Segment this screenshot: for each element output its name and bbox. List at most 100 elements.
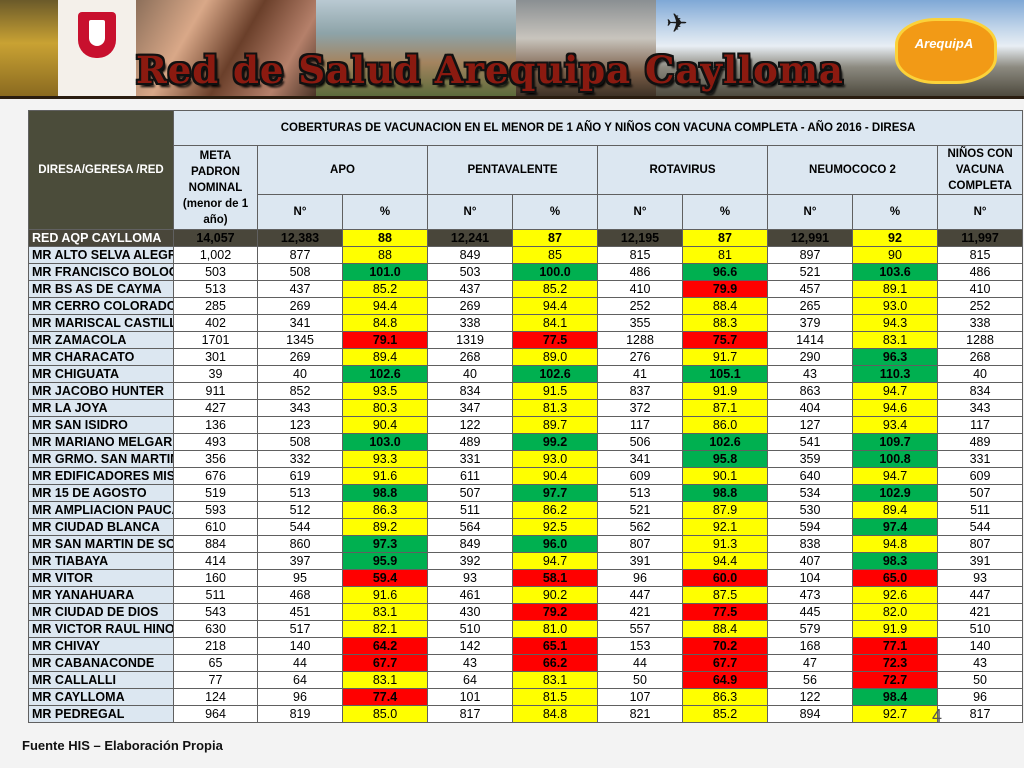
table-cell: 503	[427, 263, 513, 281]
table-cell: 512	[257, 501, 343, 519]
table-cell: 102.6	[342, 365, 428, 383]
table-cell: 88	[342, 229, 428, 247]
table-cell: 594	[767, 518, 853, 536]
source-footer: Fuente HIS – Elaboración Propia	[22, 738, 223, 753]
table-cell: 562	[597, 518, 683, 536]
table-cell: 89.0	[512, 348, 598, 366]
table-cell: 468	[257, 586, 343, 604]
table-cell: 96	[597, 569, 683, 587]
col-header-pct: %	[512, 194, 598, 230]
table-cell: 110.3	[852, 365, 938, 383]
table-cell: 47	[767, 654, 853, 672]
group-header-neumococo: NEUMOCOCO 2	[767, 145, 938, 195]
table-row: MR TIABAYA 414 397 95.9 392 94.7 391 94.4 407 98.…	[28, 552, 1024, 570]
table-cell: 290	[767, 348, 853, 366]
table-row: MR EDIFICADORES MISTI 676 619 91.6 611 90.4 60…	[28, 467, 1024, 485]
table-cell: 457	[767, 280, 853, 298]
table-cell: 461	[427, 586, 513, 604]
col-header-n: N°	[767, 194, 853, 230]
table-row: MR PEDREGAL 964 819 85.0 817 84.8 821 85.2 894 92…	[28, 705, 1024, 723]
table-cell: 276	[597, 348, 683, 366]
table-cell: 447	[936, 586, 1024, 604]
table-cell: 83.1	[852, 331, 938, 349]
table-cell: 392	[427, 552, 513, 570]
table-cell: 486	[936, 263, 1024, 281]
table-cell: 56	[767, 671, 853, 689]
table-cell: 85.0	[342, 705, 428, 723]
table-cell: 43	[427, 654, 513, 672]
table-cell: 1288	[936, 331, 1024, 349]
arequipa-logo	[895, 18, 997, 84]
table-cell: 107	[597, 688, 683, 706]
table-cell: 90.4	[342, 416, 428, 434]
table-cell: 619	[257, 467, 343, 485]
table-cell: 849	[427, 535, 513, 553]
table-cell: 95.8	[682, 450, 768, 468]
row-name: MR ZAMACOLA	[28, 331, 174, 349]
table-cell: 97.3	[342, 535, 428, 553]
table-cell: 90.1	[682, 467, 768, 485]
table-cell: 94.8	[852, 535, 938, 553]
table-cell: 82.1	[342, 620, 428, 638]
corner-header: DIRESA/GERESA /RED	[28, 110, 174, 230]
table-cell: 39	[173, 365, 258, 383]
table-cell: 486	[597, 263, 683, 281]
table-cell: 102.9	[852, 484, 938, 502]
table-cell: 95.9	[342, 552, 428, 570]
table-cell: 331	[936, 450, 1024, 468]
table-cell: 510	[936, 620, 1024, 638]
row-name: MR CALLALLI	[28, 671, 174, 689]
table-cell: 72.7	[852, 671, 938, 689]
table-cell: 402	[173, 314, 258, 332]
table-cell: 123	[257, 416, 343, 434]
table-cell: 50	[936, 671, 1024, 689]
table-cell: 98.3	[852, 552, 938, 570]
table-cell: 83.1	[342, 603, 428, 621]
table-cell: 12,195	[597, 229, 683, 247]
table-row: MR MARISCAL CASTILLA 402 341 84.8 338 84.1 355…	[28, 314, 1024, 332]
row-name: MR MARISCAL CASTILLA	[28, 314, 174, 332]
table-cell: 834	[936, 382, 1024, 400]
table-cell: 96.3	[852, 348, 938, 366]
table-cell: 96.6	[682, 263, 768, 281]
table-cell: 79.2	[512, 603, 598, 621]
table-cell: 91.5	[512, 382, 598, 400]
table-cell: 511	[173, 586, 258, 604]
table-cell: 252	[597, 297, 683, 315]
table-cell: 72.3	[852, 654, 938, 672]
condor-icon: ✈	[666, 8, 688, 38]
table-cell: 517	[257, 620, 343, 638]
table-row: MR ZAMACOLA 1701 1345 79.1 1319 77.5 1288 75.7 1…	[28, 331, 1024, 349]
table-cell: 83.1	[512, 671, 598, 689]
crowd-photo	[136, 0, 316, 96]
table-cell: 511	[936, 501, 1024, 519]
table-cell: 153	[597, 637, 683, 655]
people-photo	[516, 0, 656, 96]
row-name: MR CERRO COLORADO	[28, 297, 174, 315]
total-row: RED AQP CAYLLOMA 14,057 12,383 88 12,241…	[28, 229, 1024, 247]
table-cell: 65.0	[852, 569, 938, 587]
table-cell: 122	[427, 416, 513, 434]
table-cell: 1,002	[173, 246, 258, 264]
total-row-name: RED AQP CAYLLOMA	[28, 229, 174, 247]
table-cell: 65.1	[512, 637, 598, 655]
table-cell: 451	[257, 603, 343, 621]
row-name: MR SAN ISIDRO	[28, 416, 174, 434]
table-cell: 852	[257, 382, 343, 400]
table-cell: 807	[936, 535, 1024, 553]
table-cell: 86.0	[682, 416, 768, 434]
table-cell: 530	[767, 501, 853, 519]
table-cell: 543	[173, 603, 258, 621]
table-cell: 269	[427, 297, 513, 315]
table-cell: 79.1	[342, 331, 428, 349]
table-cell: 140	[257, 637, 343, 655]
row-name: MR CHIVAY	[28, 637, 174, 655]
table-cell: 508	[257, 433, 343, 451]
table-cell: 391	[936, 552, 1024, 570]
table-cell: 849	[427, 246, 513, 264]
row-name: MR VICTOR RAUL HINOJOSA	[28, 620, 174, 638]
table-cell: 59.4	[342, 569, 428, 587]
table-cell: 87.5	[682, 586, 768, 604]
arequipa-logo-text: ArequipA	[914, 36, 974, 51]
table-cell: 513	[597, 484, 683, 502]
